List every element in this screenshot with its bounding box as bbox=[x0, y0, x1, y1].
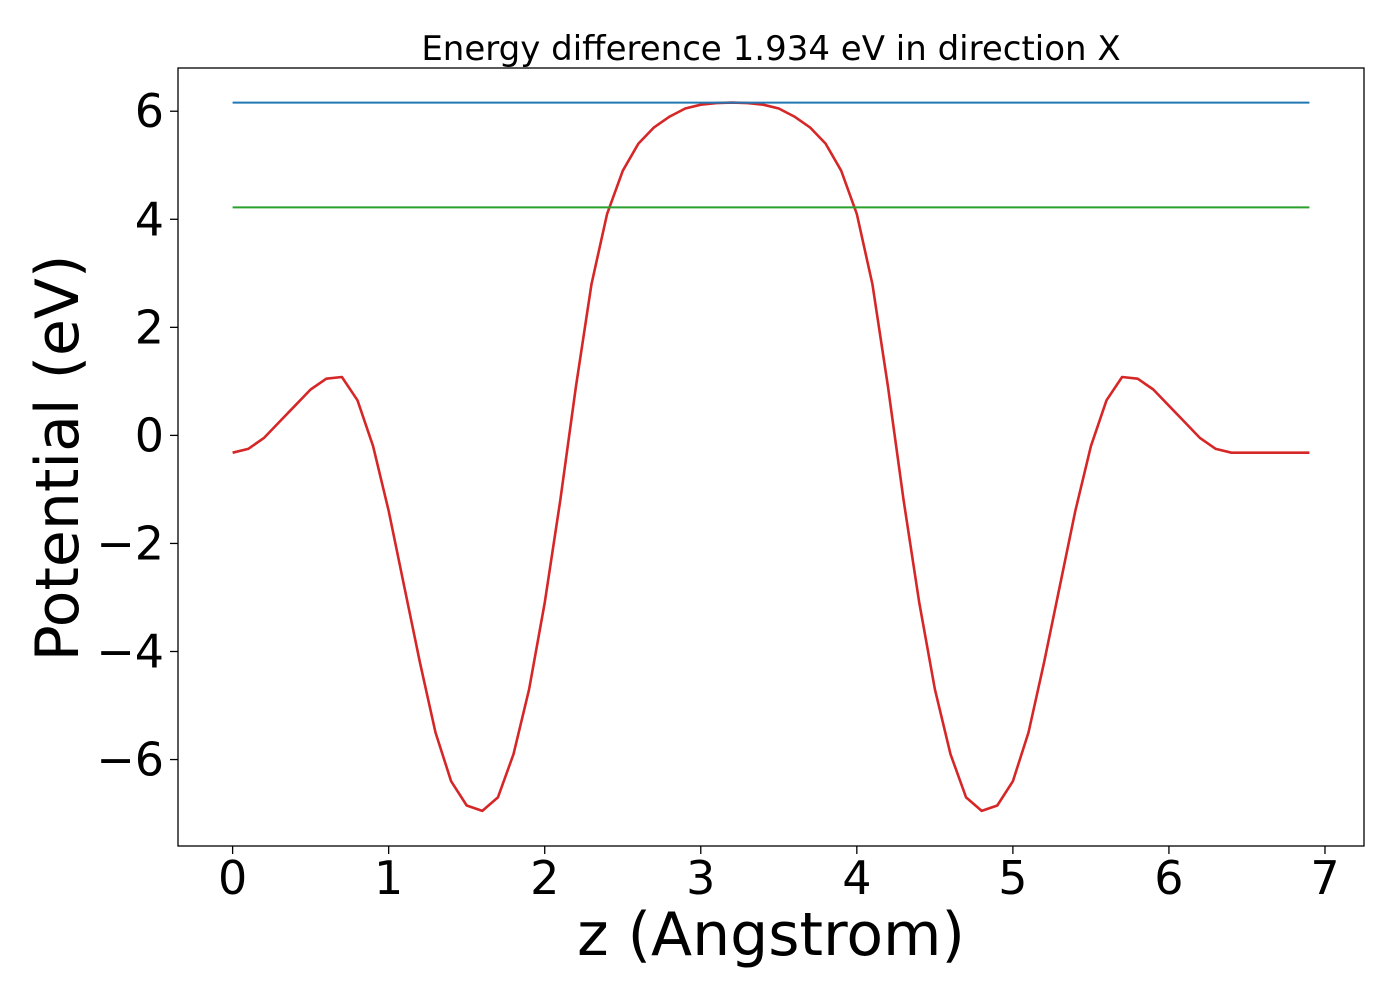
x-tick-label: 7 bbox=[1310, 851, 1339, 905]
y-tick-label: 2 bbox=[135, 300, 164, 354]
x-axis-ticks: 0 1 2 3 4 5 6 7 bbox=[218, 846, 1340, 905]
x-tick-label: 2 bbox=[530, 851, 559, 905]
y-tick-label: 4 bbox=[135, 192, 164, 246]
plot-frame bbox=[177, 67, 1365, 847]
y-tick-label: −4 bbox=[96, 625, 164, 679]
y-axis-label: Potential (eV) bbox=[23, 255, 93, 662]
x-axis-label: z (Angstrom) bbox=[577, 900, 965, 970]
x-tick-label: 6 bbox=[1154, 851, 1183, 905]
x-tick-label: 0 bbox=[218, 851, 247, 905]
y-tick-label: −6 bbox=[96, 733, 164, 787]
x-tick-label: 4 bbox=[842, 851, 871, 905]
y-tick-label: −2 bbox=[96, 516, 164, 570]
chart-title: Energy difference 1.934 eV in direction … bbox=[421, 29, 1120, 69]
y-tick-label: 0 bbox=[135, 408, 164, 462]
y-tick-label: 6 bbox=[135, 84, 164, 138]
plot-area bbox=[177, 67, 1365, 847]
series-line-1 bbox=[232, 101, 1310, 813]
y-axis-ticks: −6 −4 −2 0 2 4 6 bbox=[96, 84, 178, 787]
x-tick-label: 1 bbox=[374, 851, 403, 905]
x-tick-label: 5 bbox=[998, 851, 1027, 905]
series-layer bbox=[232, 101, 1310, 813]
x-tick-label: 3 bbox=[686, 851, 715, 905]
